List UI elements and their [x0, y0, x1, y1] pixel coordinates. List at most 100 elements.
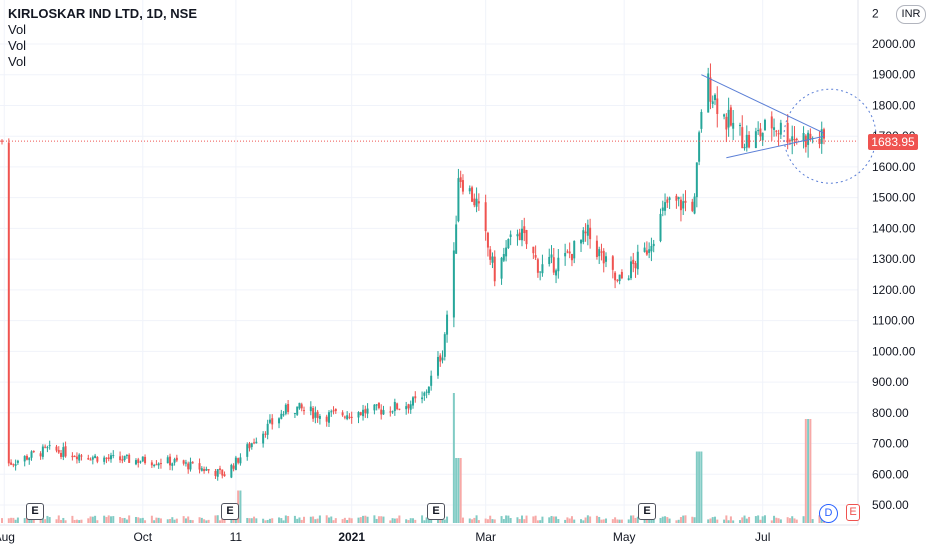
triangle-upper-trendline[interactable] [701, 74, 825, 134]
volume-bar [91, 516, 94, 523]
candle-body [761, 132, 764, 141]
y-tick-label: 1500.00 [872, 191, 916, 205]
volume-bar [57, 515, 60, 523]
candle-body [144, 456, 147, 464]
volume-bar [346, 520, 349, 523]
candle-body [709, 77, 712, 102]
volume-bar [725, 515, 728, 523]
candle-body [121, 459, 124, 461]
candle-body [55, 446, 58, 451]
candle-body [300, 404, 303, 409]
candle-body [173, 459, 176, 463]
candle-body [552, 257, 555, 273]
candle-body [316, 411, 319, 418]
volume-indicator-label[interactable]: Vol [8, 54, 27, 69]
candle-body [78, 454, 81, 461]
volume-indicator-label[interactable]: Vol [8, 22, 27, 37]
volume-bar [743, 515, 746, 523]
volume-bar [627, 519, 630, 523]
dividend-marker[interactable]: D [819, 504, 838, 523]
volume-bar [505, 515, 508, 523]
x-tick-label: 2021 [338, 530, 365, 544]
volume-indicator-label[interactable]: Vol [8, 38, 27, 53]
volume-bar [48, 517, 51, 523]
candle-body [30, 451, 33, 458]
volume-bar [393, 518, 396, 523]
candle-body [443, 334, 446, 357]
currency-button[interactable]: INR [896, 5, 926, 24]
candle-body [125, 454, 128, 456]
volume-bar [595, 515, 598, 523]
y-tick-label: 1000.00 [872, 344, 916, 358]
volume-bar [55, 519, 58, 523]
volume-bar [23, 518, 26, 523]
volume-bar [643, 519, 646, 523]
price-axis[interactable]: 2000.001900.001800.001700.001600.001500.… [872, 6, 916, 512]
volume-bar [234, 519, 237, 523]
volume-bar [711, 517, 714, 523]
volume-bar [477, 520, 480, 523]
volume-bar [32, 518, 35, 523]
candle-body [169, 456, 172, 466]
candle-body [271, 418, 274, 425]
earnings-event-marker[interactable]: E [638, 503, 656, 520]
candle-body [159, 463, 162, 465]
volume-bar [357, 517, 360, 523]
volume-bar [582, 520, 585, 523]
volume-bar [189, 519, 192, 523]
candle-body [266, 423, 269, 435]
volume-bar [443, 519, 446, 523]
candle-body [534, 255, 537, 258]
volume-bar [486, 519, 489, 523]
volume-bar [738, 520, 741, 523]
volume-bar [795, 519, 798, 523]
volume-bar [150, 515, 153, 523]
candle-body [64, 446, 67, 457]
volume-bar [729, 516, 732, 523]
candle-body [675, 195, 678, 201]
earnings-event-marker[interactable]: E [26, 503, 44, 520]
candle-body [484, 202, 487, 232]
candle-body [557, 257, 560, 272]
volume-bar [745, 518, 748, 523]
volume-bar [184, 518, 187, 523]
volume-bar [518, 519, 521, 523]
candle-body [137, 459, 140, 463]
volume-bar [10, 517, 13, 523]
candle-body [23, 456, 26, 462]
triangle-lower-trendline[interactable] [726, 135, 825, 159]
earnings-event-marker[interactable]: E [221, 503, 239, 520]
volume-bar [255, 518, 258, 523]
time-axis[interactable]: Aug Oct 11 2021 Mar May Jul [0, 530, 770, 544]
volume-bar [314, 519, 317, 523]
candle-body [550, 254, 553, 258]
y-tick-label: 1100.00 [872, 314, 915, 328]
candle-body [507, 239, 510, 249]
candle-body [12, 464, 15, 466]
volume-bar [171, 517, 174, 523]
candle-body [393, 401, 396, 412]
earnings-event-marker-upcoming[interactable]: E [846, 504, 860, 521]
candle-body [661, 207, 664, 211]
candle-body [493, 256, 496, 282]
candle-body [230, 464, 233, 478]
candle-body [741, 127, 744, 149]
candle-body [489, 249, 492, 260]
candle-body [773, 127, 776, 130]
volume-bar [620, 519, 623, 523]
candle-body [218, 468, 221, 470]
earnings-event-marker[interactable]: E [427, 503, 445, 520]
candle-body [73, 456, 76, 458]
volume-bar [793, 518, 796, 523]
candle-body [777, 133, 780, 135]
candle-body [105, 457, 108, 459]
candle-body [377, 402, 380, 409]
volume-bar [809, 419, 812, 523]
volume-bar [366, 516, 369, 523]
candle-body [239, 457, 242, 464]
volume-bar [405, 519, 408, 523]
volume-bar [16, 517, 19, 523]
candle-body [357, 412, 360, 418]
symbol-title[interactable]: KIRLOSKAR IND LTD, 1D, NSE [8, 6, 197, 21]
